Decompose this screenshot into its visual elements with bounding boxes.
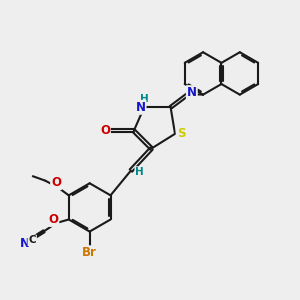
Text: H: H (135, 167, 144, 177)
Text: H: H (140, 94, 148, 104)
Text: O: O (100, 124, 110, 137)
Text: N: N (187, 86, 197, 99)
Text: O: O (51, 176, 61, 189)
Text: O: O (48, 213, 59, 226)
Text: S: S (177, 127, 185, 140)
Text: Br: Br (82, 246, 97, 259)
Text: N: N (20, 236, 30, 250)
Text: C: C (28, 236, 36, 245)
Text: N: N (136, 101, 146, 114)
